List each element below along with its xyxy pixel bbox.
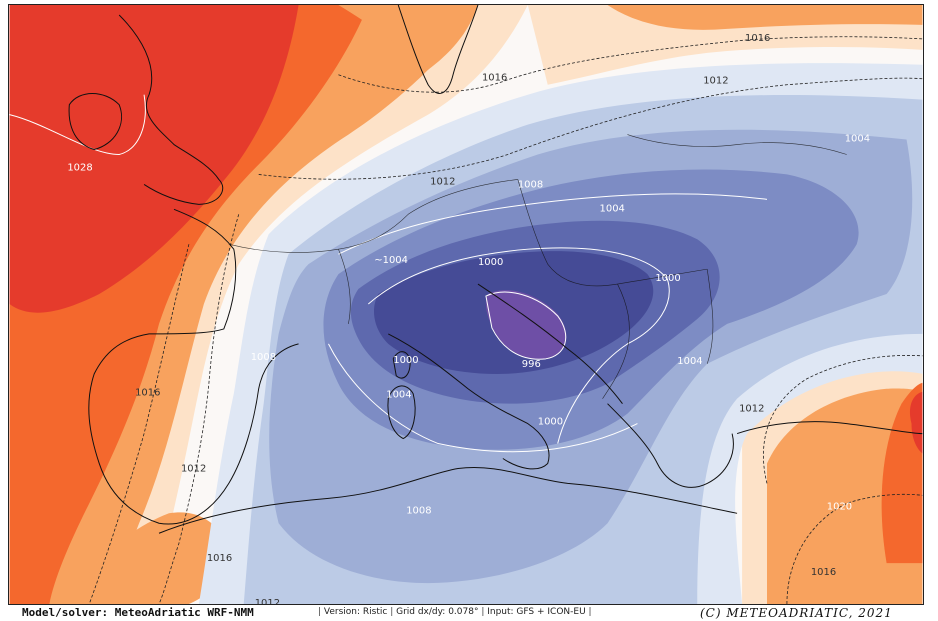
isobar-label: 1004 (386, 390, 411, 401)
isobar-label: 1008 (406, 505, 431, 516)
north-orange-patch (338, 5, 478, 70)
isobar-label: 1004 (677, 356, 702, 367)
ne-neutral-band (527, 5, 923, 85)
isobar-label: 1004 (845, 134, 870, 145)
isobar-label: 1012 (181, 463, 206, 474)
border-5 (706, 269, 714, 364)
isobar-label: 1000 (538, 417, 563, 428)
isobar-dashed (88, 36, 923, 604)
coastlines (68, 5, 923, 534)
borders (228, 134, 847, 399)
isobar-label: 1012 (255, 598, 280, 605)
isobar-1012-west (158, 214, 240, 604)
isobar-996 (485, 291, 567, 360)
coast-adriatic (477, 283, 623, 404)
high-core (9, 5, 299, 313)
coast-greece (607, 403, 734, 488)
isobar-1016-north (338, 36, 923, 93)
isobar-label: 1016 (482, 73, 507, 84)
isobar-label: ~1004 (374, 255, 408, 266)
model-solver-text: Model/solver: MeteoAdriatic WRF-NMM (22, 606, 254, 619)
coast-france-iberia (88, 208, 299, 525)
isobar-label: 1028 (67, 162, 92, 173)
isobar-1012-north (258, 77, 923, 180)
isobar-label: 1000 (478, 257, 503, 268)
coast-british-isles (118, 14, 224, 205)
isobar-1012-east (763, 355, 923, 484)
version-text: Version: Ristic (323, 607, 388, 617)
sw-orange-patch (69, 512, 230, 604)
isobar-1004-north (338, 193, 768, 255)
isobar-1016-se (786, 493, 923, 604)
model-meta: | Version: Ristic | Grid dx/dy: 0.078° |… (318, 607, 592, 617)
isobar-1000 (367, 247, 670, 444)
ne-orange-band (607, 5, 923, 30)
coast-sardinia (387, 385, 416, 440)
isobar-label: 1020 (827, 501, 852, 512)
input-text: Input: GFS + ICON-EU (487, 607, 586, 617)
border-2 (338, 249, 351, 324)
isobar-label: 1012 (703, 76, 728, 87)
grid-text: Grid dx/dy: 0.078° (396, 607, 479, 617)
border-6 (627, 134, 847, 155)
border-3 (517, 179, 708, 287)
isobar-label: 1016 (207, 553, 232, 564)
coast-corsica (392, 351, 411, 379)
isobar-label: 1000 (393, 355, 418, 366)
copyright-text: (C) METEOADRIATIC, 2021 (700, 606, 893, 620)
border-1 (228, 179, 518, 253)
isobar-label-layer: 1028 1016 1016 1012 1012 1008 1004 1004 … (67, 33, 870, 605)
isobar-label: 1008 (251, 352, 276, 363)
isobar-label: 1016 (811, 567, 836, 578)
coast-ireland (68, 93, 123, 151)
isobar-label: 1008 (518, 179, 543, 190)
isobar-label: 1016 (745, 33, 770, 44)
isobar-1004-south (328, 343, 638, 453)
map-footer: Model/solver: MeteoAdriatic WRF-NMM | Ve… (0, 605, 938, 621)
low-core (485, 290, 567, 360)
coast-scandinavia (397, 5, 479, 94)
isobar-label: 1000 (655, 273, 680, 284)
se-orange-band (766, 388, 923, 604)
coast-north-africa (158, 467, 738, 534)
border-4 (602, 283, 630, 399)
isobar-label: 1004 (600, 203, 625, 214)
pressure-map: 1028 1016 1016 1012 1012 1008 1004 1004 … (8, 4, 924, 605)
isobar-label: 1012 (430, 176, 455, 187)
isobar-1016-west (88, 244, 190, 604)
isobar-label: 1012 (739, 404, 764, 415)
isobar-label: 1016 (135, 388, 160, 399)
coast-italy (388, 333, 550, 470)
isobar-1028 (9, 94, 146, 155)
low-pressure-label: 996 (522, 359, 541, 370)
coast-turkey (736, 421, 923, 435)
se-red-patch (909, 391, 923, 454)
isobar-lines (9, 94, 768, 453)
